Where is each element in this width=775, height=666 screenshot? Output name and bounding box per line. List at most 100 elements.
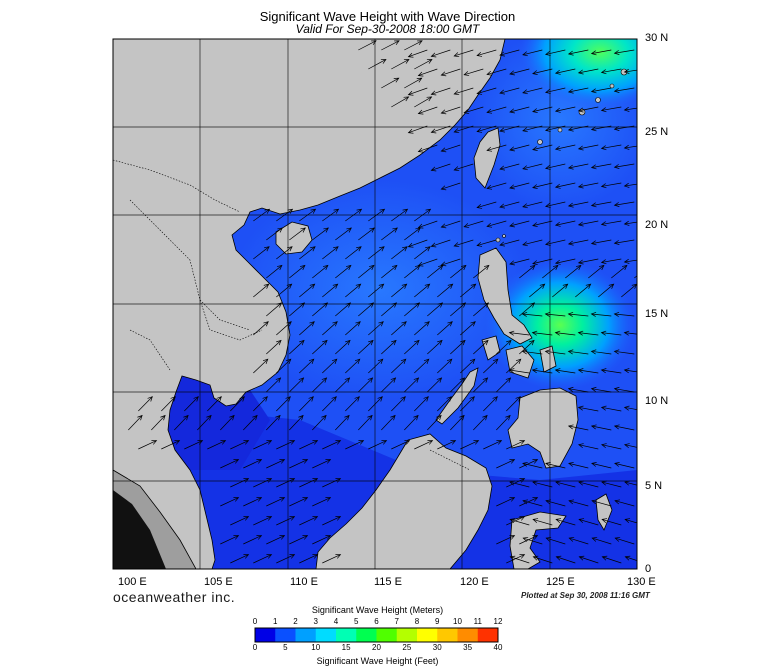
wave-direction-arrow <box>532 258 553 264</box>
wave-direction-arrow <box>454 49 474 57</box>
wave-direction-arrow <box>578 258 599 264</box>
wave-direction-arrowhead <box>252 414 258 421</box>
wave-direction-arrowhead <box>331 358 338 364</box>
wave-direction-arrow <box>591 163 612 168</box>
wave-direction-arrow <box>312 497 331 507</box>
wave-direction-arrow <box>545 49 566 55</box>
wave-direction-arrowhead <box>567 88 574 94</box>
wave-direction-arrowhead <box>417 109 424 115</box>
wave-direction-arrow <box>299 440 318 450</box>
wave-direction-arrowhead <box>380 59 387 64</box>
wave-direction-arrow <box>418 106 438 114</box>
wave-direction-arrow <box>431 239 451 247</box>
wave-direction-arrowhead <box>279 459 286 464</box>
wave-direction-arrow <box>220 497 239 507</box>
wave-direction-arrow <box>460 358 476 374</box>
wave-direction-arrowhead <box>577 145 584 151</box>
wave-direction-arrow <box>289 340 305 355</box>
wave-direction-arrowhead <box>623 258 630 264</box>
wave-direction-arrowhead <box>417 71 424 77</box>
wave-direction-arrowhead <box>469 358 476 364</box>
colorbar-title-feet: Significant Wave Height (Feet) <box>316 656 439 666</box>
wave-direction-arrow <box>381 40 400 51</box>
wave-direction-arrowhead <box>590 240 597 246</box>
wave-direction-arrowhead <box>499 241 505 247</box>
wave-direction-arrowhead <box>299 302 306 308</box>
wave-direction-arrowhead <box>600 107 607 113</box>
wave-direction-arrow <box>591 463 612 469</box>
wave-direction-arrow <box>312 535 331 545</box>
wave-direction-arrowhead <box>424 321 430 327</box>
wave-direction-arrowhead <box>430 128 437 134</box>
wave-direction-arrowhead <box>447 283 454 289</box>
wave-direction-arrow <box>510 519 530 526</box>
wave-direction-arrow <box>220 459 239 469</box>
wave-direction-arrow <box>624 444 637 448</box>
latitude-label: 5 N <box>645 480 663 492</box>
wave-direction-arrow <box>568 500 589 507</box>
wave-direction-arrow <box>601 332 622 336</box>
wave-direction-arrowhead <box>554 259 561 265</box>
wave-direction-arrow <box>450 340 466 355</box>
wave-direction-arrow <box>427 377 442 393</box>
wave-direction-arrow <box>266 265 283 279</box>
wave-direction-arrow <box>184 396 199 412</box>
wave-direction-arrow <box>450 302 466 317</box>
wave-direction-arrowhead <box>545 127 551 132</box>
land-taiwan <box>473 127 501 189</box>
wave-direction-arrowhead <box>463 71 470 76</box>
wave-direction-arrow <box>312 377 327 393</box>
wave-direction-arrow <box>614 425 635 431</box>
wave-direction-arrow <box>312 340 328 355</box>
wave-direction-arrow <box>230 440 249 450</box>
wave-direction-arrowhead <box>391 264 398 271</box>
wave-direction-arrow <box>441 182 461 190</box>
wave-direction-arrowhead <box>393 77 400 83</box>
wave-direction-arrow <box>266 415 281 431</box>
wave-direction-arrowhead <box>402 208 409 214</box>
wave-direction-arrow <box>404 227 421 241</box>
wave-direction-arrowhead <box>322 302 329 308</box>
wave-direction-arrowhead <box>437 339 443 346</box>
wave-direction-arrow <box>532 332 553 336</box>
wave-direction-arrowhead <box>567 311 574 317</box>
wave-direction-arrowhead <box>486 108 493 114</box>
wave-direction-arrowhead <box>492 396 498 402</box>
wave-direction-arrowhead <box>613 88 620 93</box>
wave-direction-arrow <box>496 415 511 431</box>
wave-direction-arrowhead <box>426 96 433 102</box>
wave-direction-arrowhead <box>544 311 551 317</box>
wave-direction-arrow <box>345 321 361 336</box>
wave-direction-arrowhead <box>321 377 328 383</box>
wave-direction-arrow <box>454 87 474 95</box>
wave-direction-arrowhead <box>430 166 437 172</box>
wave-direction-arrow <box>496 497 515 507</box>
wave-direction-arrowhead <box>344 377 351 383</box>
wave-direction-arrowhead <box>508 330 515 336</box>
land-luzon <box>477 247 533 345</box>
wave-direction-arrow <box>477 201 497 208</box>
wave-direction-arrow <box>624 221 637 225</box>
wave-direction-arrowhead <box>578 480 584 486</box>
wave-direction-arrowhead <box>529 339 535 346</box>
colorbar-meter-tick: 0 <box>252 617 258 626</box>
wave-direction-arrowhead <box>590 50 597 56</box>
colorbar-border <box>254 627 499 643</box>
colorbar-meter-tick: 6 <box>374 617 379 626</box>
wave-direction-arrow <box>568 239 589 245</box>
colorbar-meter-tick: 3 <box>313 617 318 626</box>
wave-direction-arrowhead <box>151 440 158 445</box>
colorbar-meter-tick: 2 <box>293 617 298 626</box>
wave-direction-arrowhead <box>578 555 585 561</box>
wave-direction-arrowhead <box>427 440 434 445</box>
wave-direction-arrowhead <box>426 59 433 64</box>
wave-direction-arrowhead <box>460 339 466 346</box>
wave-direction-arrow <box>243 497 262 507</box>
wave-direction-arrow <box>391 246 408 260</box>
wave-direction-arrowhead <box>170 396 176 402</box>
wave-direction-arrow <box>322 554 341 564</box>
land-palawan <box>435 367 479 425</box>
wave-direction-arrow <box>579 556 599 564</box>
colorbar-meter-tick: 8 <box>414 617 420 626</box>
wave-direction-arrowhead <box>430 52 437 58</box>
